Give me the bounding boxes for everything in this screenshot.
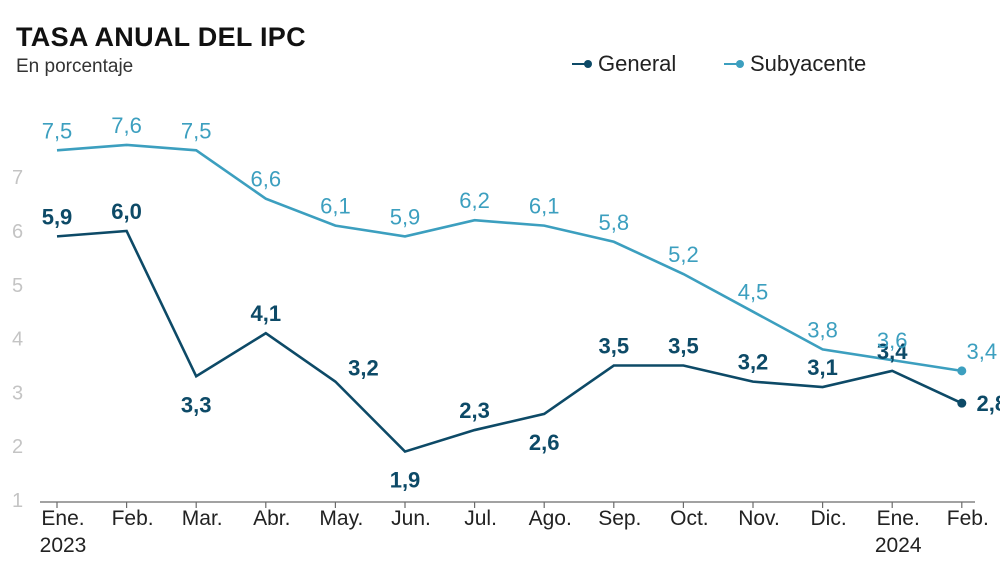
data-label-subyacente: 6,6 xyxy=(251,167,282,192)
x-tick-label: Jul. xyxy=(464,507,497,530)
y-tick-label: 1 xyxy=(12,490,23,512)
data-label-subyacente: 7,5 xyxy=(42,118,73,143)
data-label-subyacente: 3,4 xyxy=(967,339,998,364)
data-label-general: 2,8 xyxy=(977,391,1000,416)
x-tick-label: Jun. xyxy=(391,507,431,530)
x-tick-label: Mar. xyxy=(182,507,223,530)
legend-item-general: General xyxy=(572,51,676,77)
x-tick-label: Nov. xyxy=(738,507,780,530)
data-label-general: 3,2 xyxy=(738,350,769,375)
data-label-general: 5,9 xyxy=(42,204,73,229)
x-tick-label: Ene. xyxy=(877,507,920,530)
x-tick-label: Feb. xyxy=(112,507,154,530)
data-label-general: 2,3 xyxy=(459,398,490,423)
data-label-general: 6,0 xyxy=(111,199,142,224)
x-tick-label: Ene. xyxy=(41,507,84,530)
data-label-subyacente: 6,2 xyxy=(459,188,490,213)
series-line-subyacente xyxy=(56,143,962,373)
legend-label-general: General xyxy=(598,51,677,76)
legend-label-subyacente: Subyacente xyxy=(750,51,867,76)
y-tick-label: 4 xyxy=(12,329,23,351)
data-label-subyacente: 3,8 xyxy=(807,317,838,342)
y-tick-label: 2 xyxy=(12,436,23,458)
data-label-subyacente: 4,5 xyxy=(738,280,769,305)
data-label-general: 1,9 xyxy=(390,468,421,493)
series-line-general xyxy=(56,229,963,454)
x-year-label: 2024 xyxy=(875,534,922,557)
data-label-subyacente: 6,1 xyxy=(529,194,560,219)
legend-swatch-subyacente xyxy=(724,58,744,70)
y-tick-label: 7 xyxy=(12,167,23,189)
data-label-general: 3,5 xyxy=(599,334,630,359)
chart-subtitle: En porcentaje xyxy=(16,56,134,77)
data-label-general: 3,2 xyxy=(348,356,379,381)
x-tick-label: Sep. xyxy=(598,507,641,530)
chart-title: TASA ANUAL DEL IPC xyxy=(16,22,306,52)
data-label-general: 3,5 xyxy=(668,334,699,359)
x-tick-label: Oct. xyxy=(670,507,709,530)
x-tick-label: Abr. xyxy=(253,507,290,530)
data-label-subyacente: 6,1 xyxy=(320,194,351,219)
x-tick-label: Dic. xyxy=(811,507,847,530)
y-tick-label: 5 xyxy=(12,275,23,297)
data-label-general: 2,6 xyxy=(529,430,560,455)
x-tick-label: Ago. xyxy=(529,507,572,530)
data-label-general: 3,3 xyxy=(181,392,212,417)
data-label-subyacente: 5,9 xyxy=(390,204,421,229)
y-tick-label: 3 xyxy=(12,382,23,404)
data-label-subyacente: 5,2 xyxy=(668,242,699,267)
x-tick-label: Feb. xyxy=(947,507,989,530)
series-end-dot-subyacente xyxy=(957,366,967,376)
data-label-general: 3,1 xyxy=(807,355,838,380)
data-label-subyacente: 5,8 xyxy=(599,210,630,235)
legend-item-subyacente: Subyacente xyxy=(724,51,866,77)
data-label-general: 3,4 xyxy=(877,339,908,364)
legend-swatch-general xyxy=(572,58,592,70)
series-end-dot-general xyxy=(957,398,967,408)
data-label-subyacente: 3,6 xyxy=(877,328,908,353)
x-year-label: 2023 xyxy=(40,534,87,557)
x-tick-label: May. xyxy=(319,507,363,530)
data-label-general: 4,1 xyxy=(251,301,282,326)
data-label-subyacente: 7,5 xyxy=(181,118,212,143)
y-tick-label: 6 xyxy=(12,221,23,243)
data-label-subyacente: 7,6 xyxy=(111,113,142,138)
